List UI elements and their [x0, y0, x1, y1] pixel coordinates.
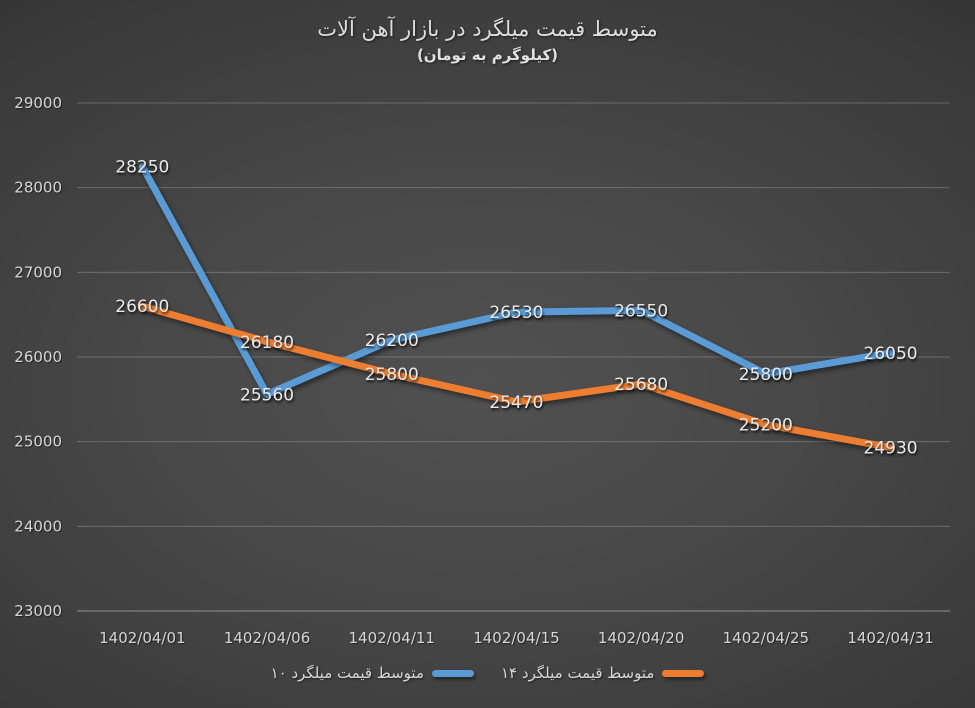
- x-axis-label: 1402/04/15: [473, 629, 559, 647]
- y-axis-label: 27000: [14, 263, 62, 281]
- legend-label: متوسط قیمت میلگرد ۱۴: [501, 664, 655, 682]
- x-axis-label: 1402/04/11: [349, 629, 435, 647]
- data-label: 25800: [365, 365, 419, 385]
- y-axis-label: 29000: [14, 94, 62, 112]
- legend-item-1: متوسط قیمت میلگرد ۱۴: [501, 664, 705, 682]
- y-axis-label: 28000: [14, 179, 62, 197]
- data-label: 24930: [864, 439, 918, 459]
- series-line-1: [138, 302, 895, 452]
- data-label: 25800: [739, 365, 793, 385]
- data-label: 26200: [365, 331, 419, 351]
- y-axis-label: 26000: [14, 348, 62, 366]
- y-axis-label: 24000: [14, 517, 62, 535]
- x-axis-label: 1402/04/20: [598, 629, 684, 647]
- data-label: 25470: [489, 393, 543, 413]
- legend-label: متوسط قیمت میلگرد ۱۰: [270, 664, 424, 682]
- data-label: 26550: [614, 301, 668, 321]
- data-label: 25680: [614, 375, 668, 395]
- x-axis-label: 1402/04/25: [723, 629, 809, 647]
- legend-swatch-icon: [662, 669, 705, 677]
- x-axis-label: 1402/04/06: [224, 629, 310, 647]
- chart-header: متوسط قیمت میلگرد در بازار آهن آلات (کیل…: [0, 14, 975, 66]
- data-label: 26600: [115, 297, 169, 317]
- legend-item-0: متوسط قیمت میلگرد ۱۰: [271, 664, 474, 682]
- data-label: 26530: [489, 303, 543, 323]
- legend: متوسط قیمت میلگرد ۱۰ متوسط قیمت میلگرد ۱۴: [0, 664, 975, 682]
- chart-subtitle: (کیلوگرم به تومان): [416, 46, 559, 64]
- y-axis-label: 23000: [14, 602, 62, 620]
- data-label: 28250: [115, 158, 169, 178]
- x-axis-label: 1402/04/31: [847, 629, 933, 647]
- data-label: 25200: [739, 416, 793, 436]
- y-axis-label: 25000: [14, 433, 62, 451]
- chart-title: متوسط قیمت میلگرد در بازار آهن آلات: [317, 17, 658, 41]
- legend-swatch-icon: [432, 669, 474, 677]
- data-label: 26050: [864, 344, 918, 364]
- series-line-0: [138, 163, 895, 398]
- data-label: 26180: [240, 333, 294, 353]
- x-axis-label: 1402/04/01: [99, 629, 185, 647]
- data-label: 25560: [240, 385, 294, 405]
